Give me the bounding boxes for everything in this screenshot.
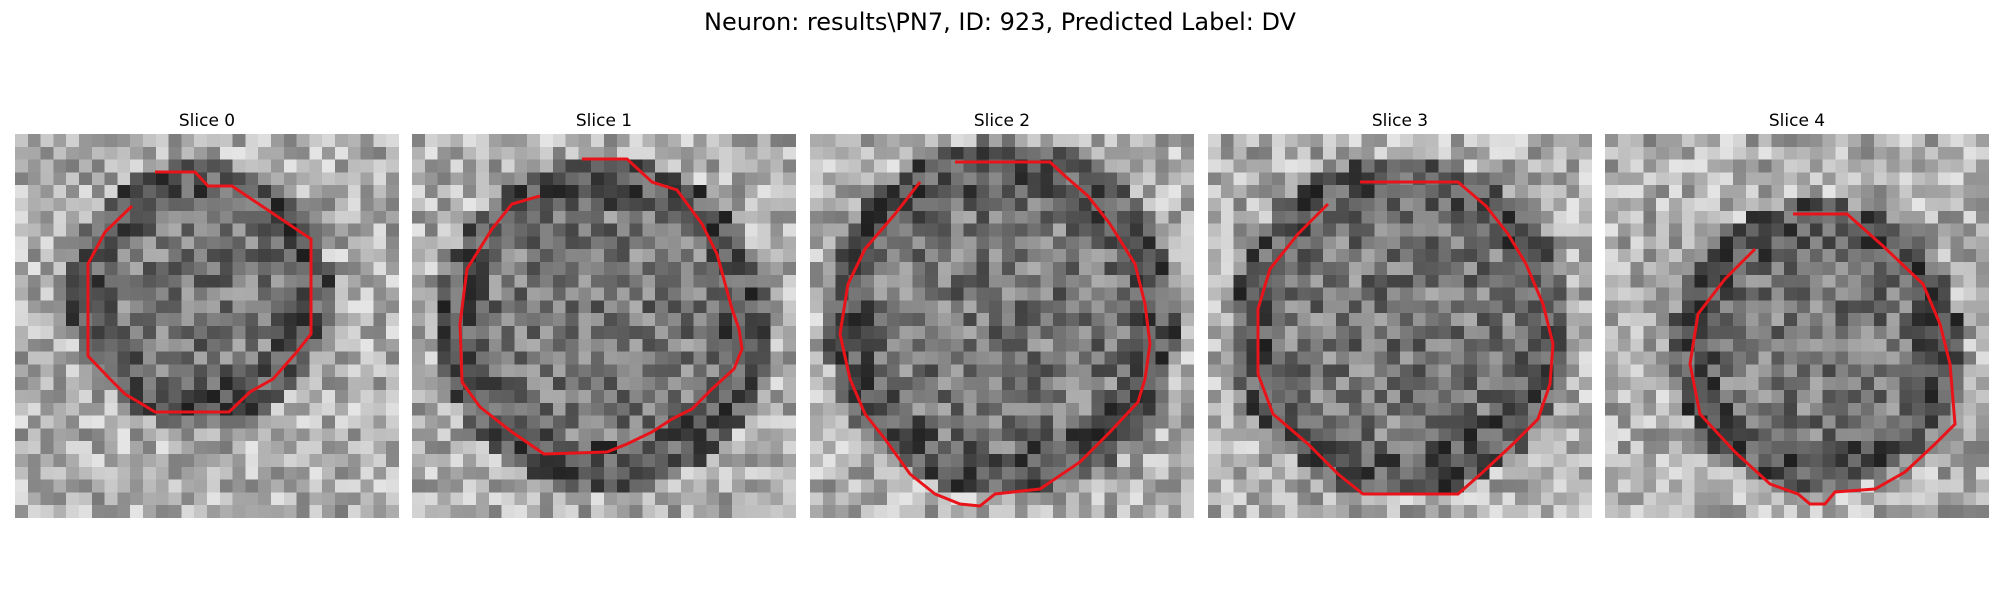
- grayscale-pixel-image: [810, 134, 1194, 518]
- neuron-contour-outline: [838, 160, 1152, 508]
- slice-panel-0: Slice 0: [15, 110, 399, 518]
- slice-title-0: Slice 0: [178, 111, 236, 131]
- slice-image-4: [1605, 134, 1989, 518]
- slice-panel-1: Slice 1: [412, 110, 796, 518]
- neuron-contour-outline: [1256, 180, 1555, 496]
- slice-title-2: Slice 2: [973, 111, 1031, 131]
- neuron-contour-outline: [458, 157, 744, 456]
- grayscale-pixel-image: [1208, 134, 1592, 518]
- slice-image-2: [810, 134, 1194, 518]
- slice-image-3: [1208, 134, 1592, 518]
- grayscale-pixel-image: [412, 134, 796, 518]
- slice-title-4: Slice 4: [1768, 111, 1826, 131]
- slice-image-1: [412, 134, 796, 518]
- slice-title-3: Slice 3: [1371, 111, 1429, 131]
- slice-panel-2: Slice 2: [810, 110, 1194, 518]
- contour-polyline: [1688, 212, 1957, 506]
- contour-polyline: [838, 160, 1152, 508]
- contour-polyline: [1256, 180, 1555, 496]
- neuron-contour-outline: [86, 170, 313, 414]
- slice-title-1: Slice 1: [575, 111, 633, 131]
- slice-image-0: [15, 134, 399, 518]
- contour-polyline: [86, 170, 313, 414]
- slice-panel-4: Slice 4: [1605, 110, 1989, 518]
- slice-panel-3: Slice 3: [1208, 110, 1592, 518]
- neuron-contour-outline: [1688, 212, 1957, 506]
- contour-polyline: [458, 157, 744, 456]
- grayscale-pixel-image: [15, 134, 399, 518]
- figure-title: Neuron: results\PN7, ID: 923, Predicted …: [704, 8, 1296, 36]
